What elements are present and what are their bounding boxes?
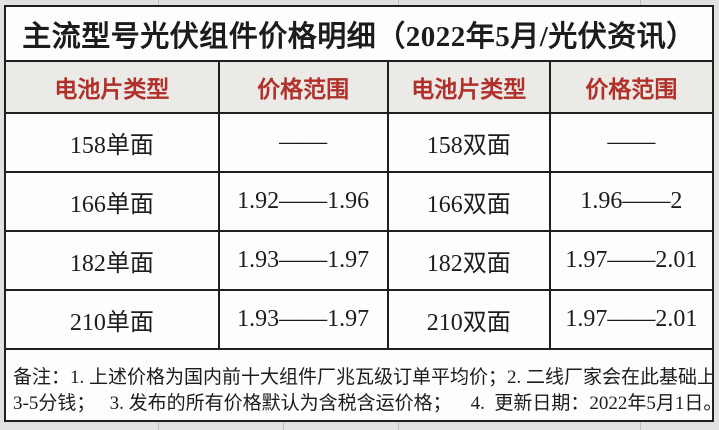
spreadsheet-gridline: [640, 0, 641, 6]
table-cell: ——: [548, 114, 712, 171]
table-cell: 1.97——2.01: [548, 232, 712, 289]
spreadsheet-gridline: [398, 422, 399, 430]
footnote-line: 备注：1. 上述价格为国内前十大组件厂兆瓦级订单平均价；2. 二线厂家会在此基础…: [13, 367, 712, 388]
table-cell: 210双面: [386, 291, 549, 348]
spreadsheet-gridline: [640, 422, 641, 430]
table-cell: 166单面: [69, 192, 154, 218]
spreadsheet-gridline: [158, 422, 159, 430]
column-header-price-range-left: 价格范围: [217, 62, 387, 112]
spreadsheet-gridline: [158, 0, 159, 6]
table-cell: 1.97——2.01: [548, 291, 712, 348]
table-cell: 1.96——2: [548, 173, 712, 230]
table-header-row: 电池片类型 价格范围 电池片类型 价格范围: [6, 62, 712, 114]
pv-module-price-table: 主流型号光伏组件价格明细（2022年5月/光伏资讯） 电池片类型 价格范围 电池…: [4, 5, 714, 422]
table-cell: 166双面: [386, 173, 549, 230]
footnote: 备注：1. 上述价格为国内前十大组件厂兆瓦级订单平均价；2. 二线厂家会在此基础…: [6, 350, 712, 420]
table-cell: 158双面: [386, 114, 549, 171]
table-row: 166单面 1.92——1.96 166双面 1.96——2: [6, 173, 712, 232]
table-title: 主流型号光伏组件价格明细（2022年5月/光伏资讯）: [6, 7, 712, 62]
column-header-cell-type-left: 电池片类型: [54, 77, 170, 102]
table-cell: 182双面: [386, 232, 549, 289]
spreadsheet-gridline: [283, 422, 284, 430]
table-cell: 1.93——1.97: [217, 232, 387, 289]
table-cell: ——: [217, 114, 387, 171]
table-row: 210单面 1.93——1.97 210双面 1.97——2.01: [6, 291, 712, 350]
table-row: 182单面 1.93——1.97 182双面 1.97——2.01: [6, 232, 712, 291]
table-cell: 1.92——1.96: [217, 173, 387, 230]
table-cell: 1.93——1.97: [217, 291, 387, 348]
footnote-line: 3-5分钱； 3. 发布的所有价格默认为含税含运价格； 4. 更新日期：2022…: [13, 393, 712, 414]
table-cell: 158单面: [69, 133, 154, 159]
column-header-price-range-right: 价格范围: [548, 62, 712, 112]
table-row: 158单面 —— 158双面 ——: [6, 114, 712, 173]
table-cell: 210单面: [69, 310, 154, 336]
column-header-cell-type-right: 电池片类型: [386, 62, 549, 112]
spreadsheet-gridline: [398, 0, 399, 6]
table-cell: 182单面: [69, 251, 154, 277]
